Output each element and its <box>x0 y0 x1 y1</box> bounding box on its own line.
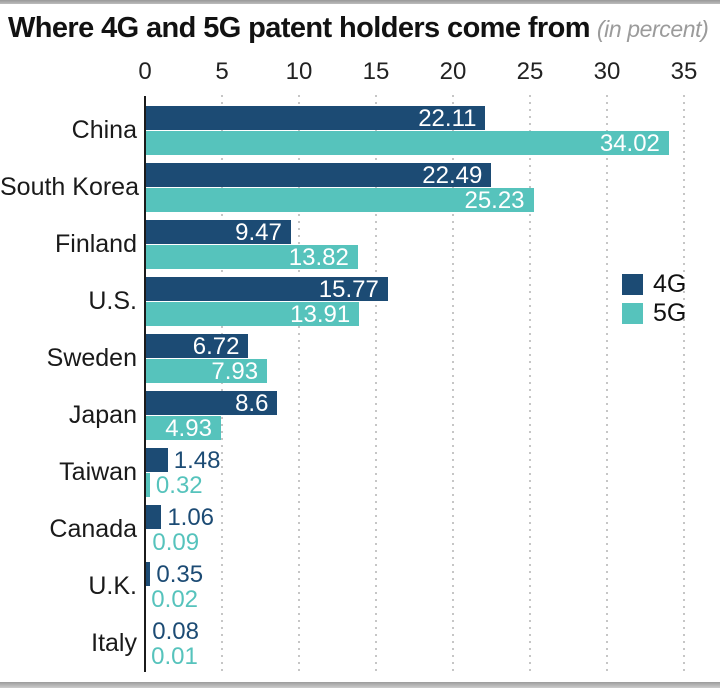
legend-swatch-5g <box>622 303 643 324</box>
legend-label-5g: 5G <box>653 299 687 327</box>
bar-4g <box>145 562 151 586</box>
value-label-4g: 1.48 <box>173 447 221 474</box>
x-tick-label: 0 <box>138 58 152 85</box>
gridline <box>452 95 454 673</box>
x-tick-label: 30 <box>593 58 621 85</box>
gridline <box>298 95 300 673</box>
category-label: Sweden <box>46 344 137 372</box>
bar-5g <box>145 359 268 383</box>
bar-4g <box>145 277 388 301</box>
gridline <box>683 95 685 673</box>
bar-5g <box>145 416 221 440</box>
x-tick-label: 35 <box>670 58 698 85</box>
value-label-5g: 7.93 <box>211 358 259 385</box>
gridline <box>606 95 608 673</box>
x-tick-label: 15 <box>362 58 390 85</box>
category-label: Canada <box>49 515 137 543</box>
legend-item-5g: 5G <box>622 299 687 327</box>
gridline <box>221 95 223 673</box>
bar-4g <box>145 163 492 187</box>
value-label-4g: 0.08 <box>152 618 199 645</box>
value-label-5g: 0.01 <box>151 643 198 670</box>
value-label-5g: 0.09 <box>152 529 200 556</box>
bar-5g <box>145 188 534 212</box>
value-label-4g: 9.47 <box>235 219 282 246</box>
bottom-border <box>0 682 720 688</box>
x-tick-label: 20 <box>439 58 467 85</box>
value-label-4g: 6.72 <box>192 333 240 360</box>
value-label-4g: 1.06 <box>167 504 215 531</box>
value-label-5g: 0.32 <box>155 472 203 499</box>
bar-4g <box>145 448 168 472</box>
value-label-5g: 25.23 <box>464 187 525 214</box>
bar-4g <box>145 505 162 529</box>
bar-5g <box>145 131 669 155</box>
chart-title: Where 4G and 5G patent holders come from <box>8 12 591 44</box>
x-tick-label: 10 <box>285 58 313 85</box>
x-tick-label: 25 <box>516 58 544 85</box>
page-title: Where 4G and 5G patent holders come from… <box>8 12 709 45</box>
bar-4g <box>145 391 278 415</box>
value-label-5g: 13.82 <box>288 244 349 271</box>
category-label: Italy <box>91 629 137 657</box>
gridline <box>529 95 531 673</box>
bar-5g <box>145 302 360 326</box>
category-label: U.K. <box>88 572 137 600</box>
bar-4g <box>145 106 486 130</box>
legend-item-4g: 4G <box>622 270 687 298</box>
top-border <box>0 0 720 4</box>
x-tick-label: 5 <box>215 58 229 85</box>
legend-label-4g: 4G <box>653 270 687 298</box>
value-label-5g: 4.93 <box>165 415 212 442</box>
bar-5g <box>145 473 150 497</box>
legend: 4G 5G <box>622 270 687 332</box>
legend-swatch-4g <box>622 274 643 295</box>
value-label-4g: 8.6 <box>235 390 269 417</box>
category-label: Finland <box>55 230 137 258</box>
value-label-4g: 22.11 <box>418 105 477 132</box>
value-label-5g: 13.91 <box>290 301 351 328</box>
value-label-5g: 34.02 <box>599 130 660 157</box>
y-axis-line <box>144 96 146 672</box>
bar-4g <box>145 334 249 358</box>
bar-4g <box>145 220 291 244</box>
bar-5g <box>145 245 358 269</box>
chart-subtitle: (in percent) <box>596 16 709 42</box>
category-label: South Korea <box>0 173 139 201</box>
gridline <box>375 95 377 673</box>
category-label: U.S. <box>88 287 137 315</box>
value-label-4g: 22.49 <box>422 162 483 189</box>
value-label-4g: 15.77 <box>318 276 379 303</box>
category-label: China <box>71 116 137 144</box>
value-label-4g: 0.35 <box>156 561 204 588</box>
value-label-5g: 0.02 <box>151 586 199 613</box>
category-label: Japan <box>68 401 137 429</box>
category-label: Taiwan <box>59 458 137 486</box>
